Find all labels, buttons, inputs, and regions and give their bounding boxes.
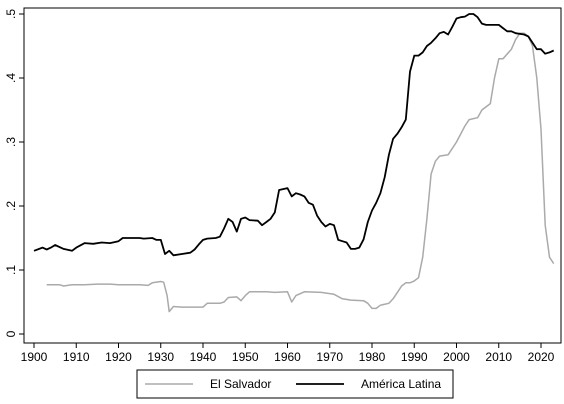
x-tick-label: 1900 [21, 350, 48, 364]
legend: El Salvador América Latina [136, 369, 454, 399]
x-tick-label: 2000 [443, 350, 470, 364]
x-tick-label: 1980 [359, 350, 386, 364]
x-tick-label: 2020 [528, 350, 555, 364]
y-tick-label: .5 [4, 9, 18, 19]
y-tick-label: .3 [4, 137, 18, 147]
series-line-am-rica-latina [33, 13, 555, 257]
plot-frame [23, 7, 562, 344]
x-tick-label: 1950 [232, 350, 259, 364]
x-tick-label: 1970 [316, 350, 343, 364]
legend-label: El Salvador [210, 377, 271, 391]
x-tick-label: 2010 [485, 350, 512, 364]
x-tick-label: 1960 [274, 350, 301, 364]
x-tick-label: 1930 [147, 350, 174, 364]
x-tick-label: 1940 [190, 350, 217, 364]
x-tick-label: 1920 [105, 350, 132, 364]
y-tick-label: .2 [4, 201, 18, 211]
axes: 0 .1 .2 .3 .4 .5 1900 1910 1920 1930 1940 1950 1960 1… [4, 7, 562, 364]
y-tick-label: .4 [4, 73, 18, 83]
y-tick-label: 0 [4, 330, 18, 337]
series-lines [33, 13, 555, 313]
series-line-el-salvador [46, 32, 555, 313]
y-tick-label: .1 [4, 265, 18, 275]
x-tick-label: 1990 [401, 350, 428, 364]
x-tick-label: 1910 [63, 350, 90, 364]
legend-label: América Latina [361, 377, 441, 391]
